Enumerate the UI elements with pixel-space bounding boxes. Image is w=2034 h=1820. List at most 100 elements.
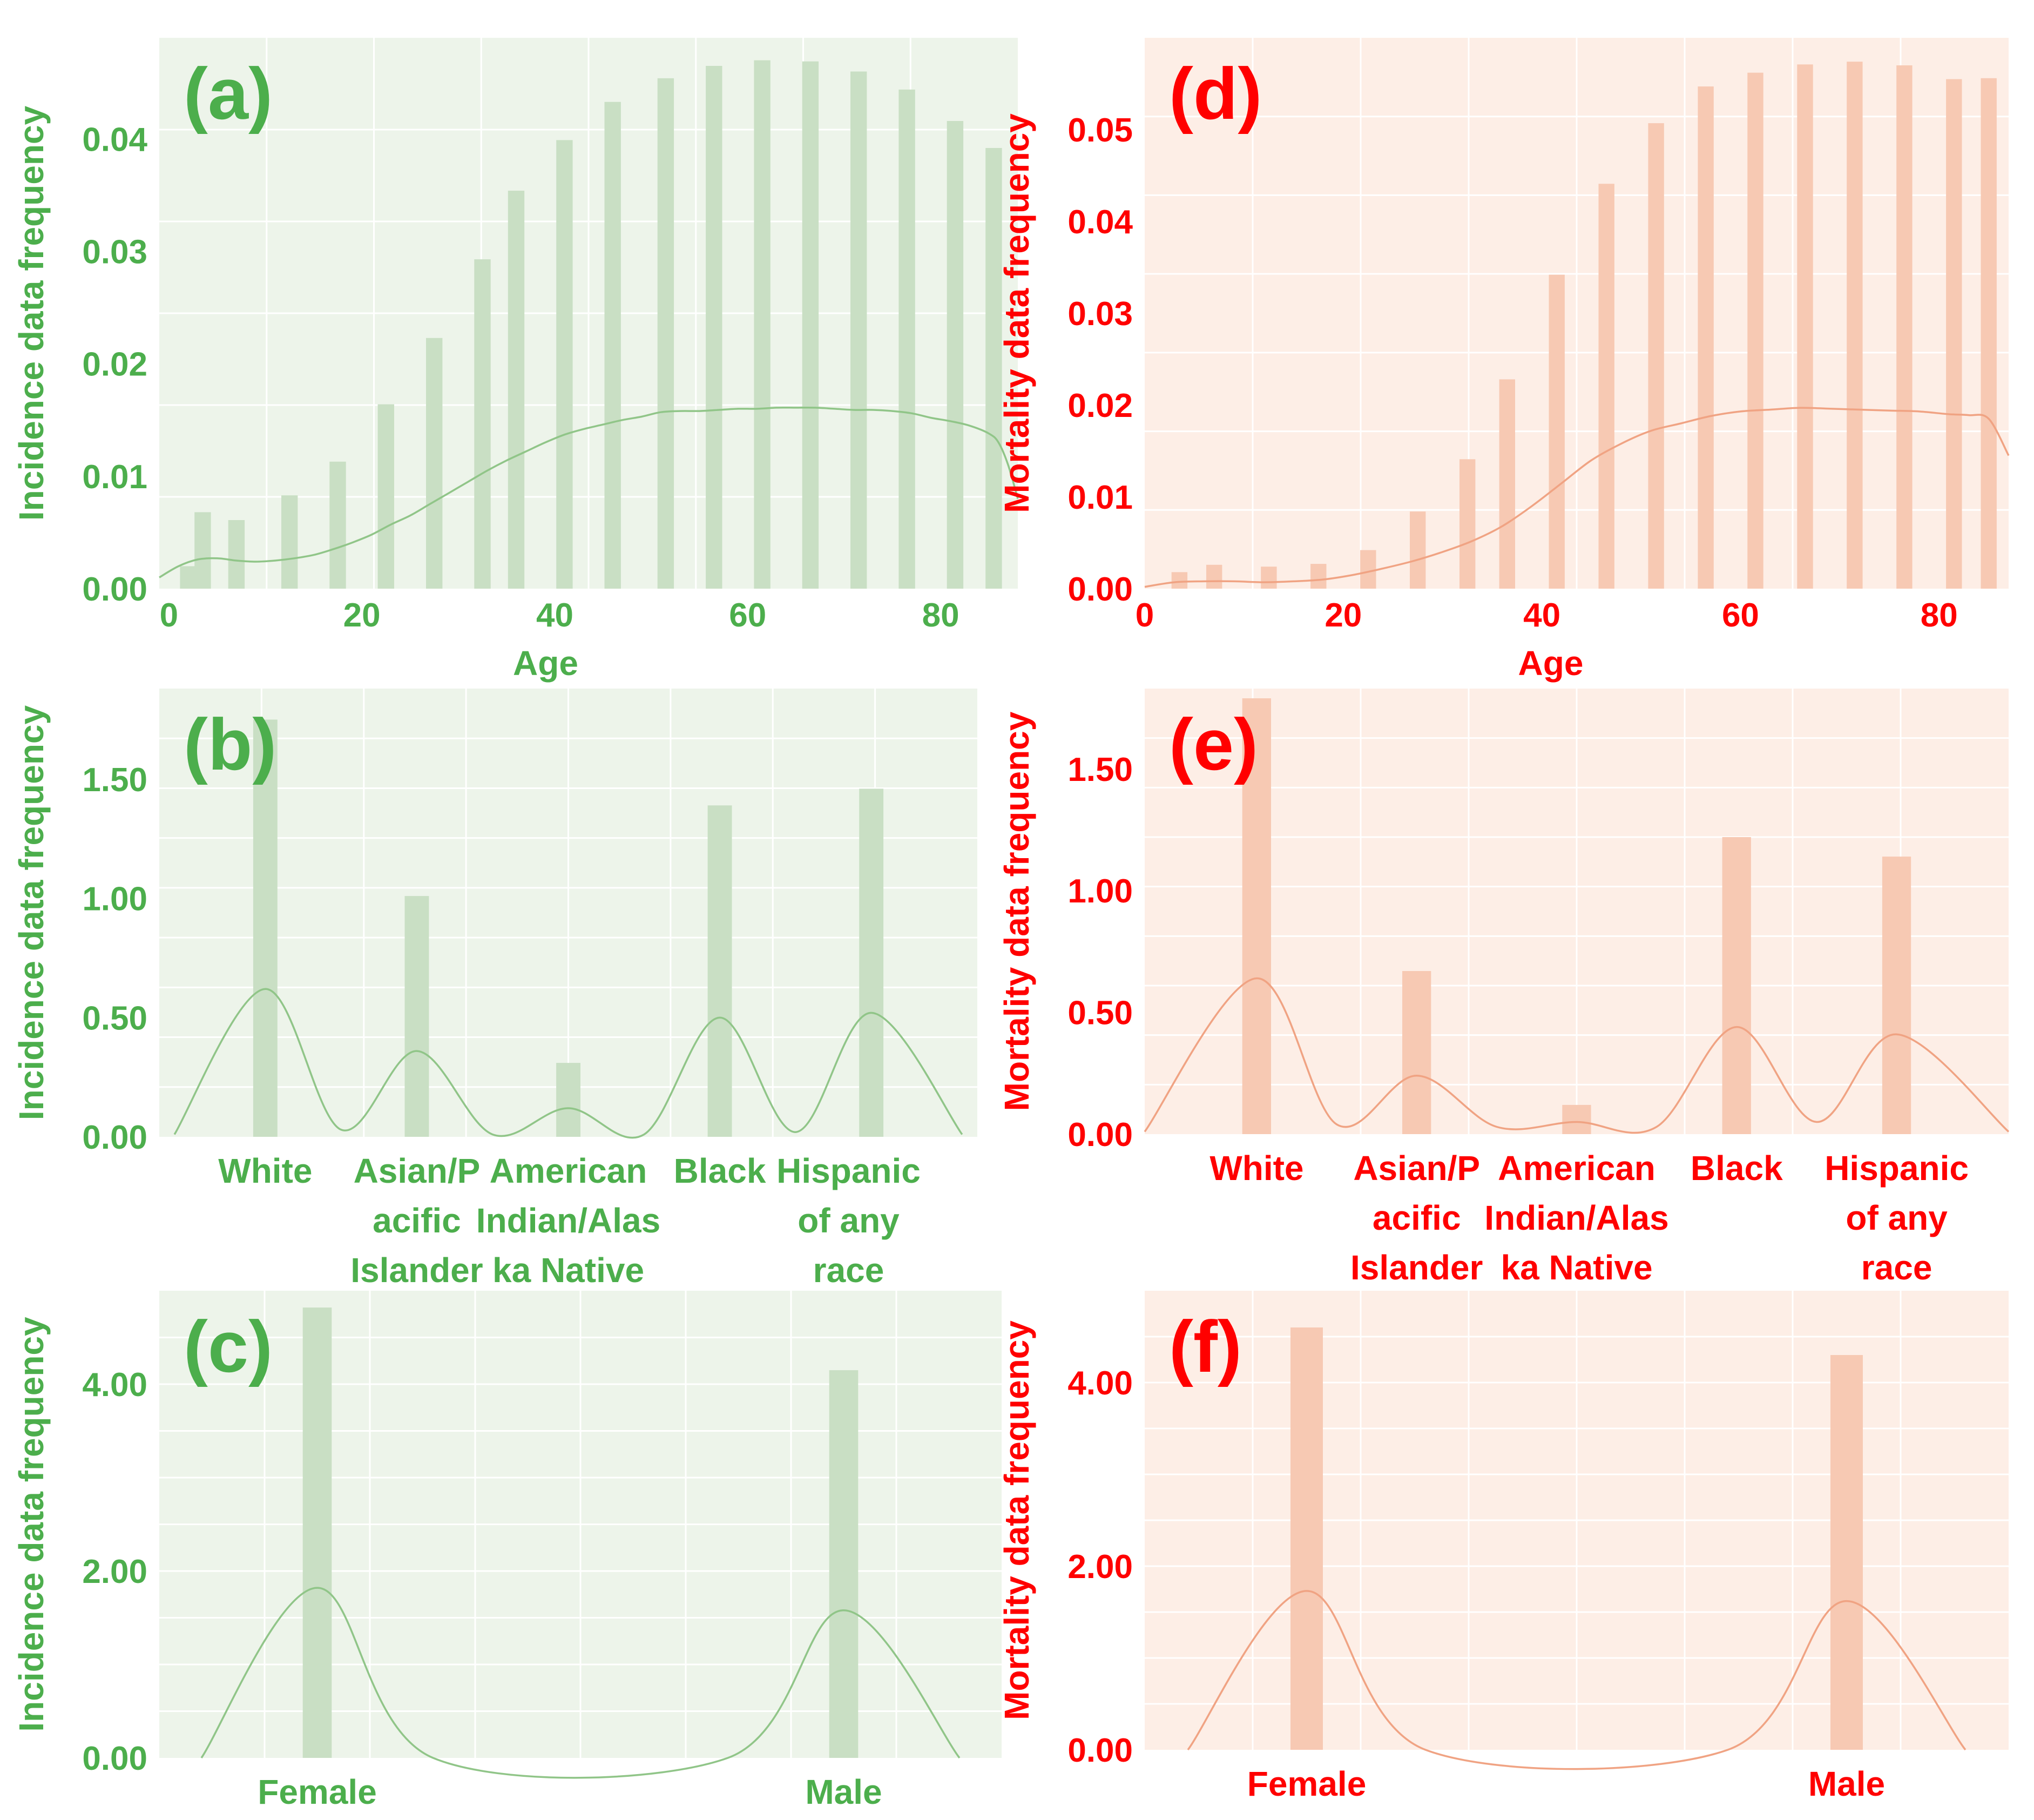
bar xyxy=(1549,274,1565,589)
bar xyxy=(508,191,525,589)
x-tick-label: 20 xyxy=(343,597,381,634)
category-label: Hispanic xyxy=(776,1151,921,1190)
bar xyxy=(1882,857,1911,1134)
bar xyxy=(1171,572,1188,589)
panel-label: (d) xyxy=(1169,53,1262,134)
y-tick-label: 0.00 xyxy=(1067,1116,1133,1154)
bar xyxy=(1562,1104,1591,1134)
bar xyxy=(1261,567,1277,589)
y-tick-label: 0.03 xyxy=(1067,295,1133,333)
bar xyxy=(1747,72,1763,589)
bar xyxy=(404,896,429,1137)
density-line xyxy=(200,1587,961,1779)
bar xyxy=(556,1063,580,1137)
category-label: of any xyxy=(1846,1198,1948,1237)
bar xyxy=(947,121,964,589)
y-axis-label: Mortality data frequency xyxy=(997,1320,1036,1720)
density-line xyxy=(1187,1590,1967,1770)
bar xyxy=(985,148,1002,589)
bar xyxy=(1206,564,1222,589)
bar xyxy=(474,259,491,589)
bar xyxy=(859,788,884,1137)
chart-panel-c: 0.00 2.00 4.00 Female Male Incidence data fre… xyxy=(12,1291,1002,1811)
bar xyxy=(1242,698,1271,1134)
y-tick-label: 0.01 xyxy=(1067,479,1133,516)
category-label: American xyxy=(490,1151,647,1190)
bar xyxy=(1797,64,1813,589)
density-line xyxy=(159,406,1019,578)
category-label: race xyxy=(1861,1248,1932,1287)
category-label: acific xyxy=(373,1201,461,1240)
bar xyxy=(1830,1355,1863,1750)
y-tick-label: 0.00 xyxy=(82,1740,147,1777)
category-label: Asian/P xyxy=(1353,1149,1480,1188)
bar xyxy=(802,61,819,589)
x-tick-label: 40 xyxy=(1523,597,1560,634)
bar xyxy=(1360,550,1376,589)
bar xyxy=(1648,123,1664,589)
category-label: Male xyxy=(1808,1764,1885,1803)
y-axis-label: Incidence data frequency xyxy=(12,105,51,521)
y-tick-label: 2.00 xyxy=(1067,1548,1133,1586)
y-tick-label: 0.00 xyxy=(1067,571,1133,608)
panel-label: (e) xyxy=(1169,704,1258,785)
bar xyxy=(426,338,443,589)
bar xyxy=(829,1370,859,1758)
y-tick-label: 4.00 xyxy=(1067,1365,1133,1402)
bar xyxy=(281,495,298,589)
bar xyxy=(1981,78,1997,589)
y-tick-label: 0.02 xyxy=(82,346,147,383)
chart-panel-f: 0.00 2.00 4.00 Female Male Mortality data fre… xyxy=(997,1291,2009,1803)
x-tick-label: 80 xyxy=(922,597,959,634)
category-label: Female xyxy=(258,1772,377,1811)
bar xyxy=(1410,511,1426,589)
x-axis-label: Age xyxy=(1518,644,1584,683)
y-tick-label: 1.50 xyxy=(1067,751,1133,788)
chart-panel-a: 0.00 0.01 0.02 0.03 0.04 0 20 40 60 80 Age Incidenc… xyxy=(12,38,1019,683)
bar xyxy=(302,1307,332,1758)
bar xyxy=(253,719,278,1137)
chart-panel-b: 0.00 0.50 1.00 1.50 White Asian/P acific Island… xyxy=(12,689,977,1290)
bar xyxy=(706,66,722,589)
bar xyxy=(1499,379,1515,589)
category-label: ka Native xyxy=(492,1251,644,1290)
category-label: Black xyxy=(674,1151,766,1190)
panel-label: (c) xyxy=(184,1306,273,1387)
panel-label: (b) xyxy=(184,704,276,785)
y-tick-label: 1.00 xyxy=(1067,873,1133,910)
bar xyxy=(329,461,346,589)
bar xyxy=(194,512,211,589)
y-tick-label: 0.00 xyxy=(82,1119,147,1156)
y-tick-label: 4.00 xyxy=(82,1366,147,1404)
bar xyxy=(1847,62,1863,589)
y-tick-label: 0.03 xyxy=(82,234,147,271)
y-tick-label: 0.00 xyxy=(82,571,147,608)
bar xyxy=(1402,971,1431,1134)
bar xyxy=(754,60,771,589)
bar xyxy=(604,102,621,589)
panel-label: (a) xyxy=(184,53,273,134)
x-tick-label: 40 xyxy=(536,597,573,634)
chart-panel-d: 0.00 0.01 0.02 0.03 0.04 0.05 0 20 40 60 80 Age Mort… xyxy=(997,38,2010,683)
category-label: acific xyxy=(1373,1198,1461,1237)
bar xyxy=(707,805,732,1137)
bar xyxy=(1722,837,1751,1134)
chart-panel-e: 0.00 0.50 1.00 1.50 White Asian/P acific Island… xyxy=(997,689,2010,1287)
y-axis-label: Incidence data frequency xyxy=(12,705,51,1120)
y-tick-label: 0.04 xyxy=(1067,204,1133,241)
y-tick-label: 1.00 xyxy=(82,881,147,918)
x-tick-label: 80 xyxy=(1921,597,1958,634)
category-label: Indian/Alas xyxy=(476,1201,660,1240)
category-label: ka Native xyxy=(1501,1248,1652,1287)
y-axis-label: Mortality data frequency xyxy=(997,711,1036,1111)
y-tick-label: 0.05 xyxy=(1067,112,1133,149)
category-label: White xyxy=(218,1151,312,1190)
bar xyxy=(850,71,867,589)
x-axis-label: Age xyxy=(513,644,578,683)
bar xyxy=(898,89,915,589)
bar xyxy=(1290,1327,1323,1750)
x-tick-label: 60 xyxy=(1722,597,1759,634)
x-tick-label: 20 xyxy=(1325,597,1362,634)
category-label: American xyxy=(1498,1149,1655,1188)
category-label: Black xyxy=(1691,1149,1783,1188)
